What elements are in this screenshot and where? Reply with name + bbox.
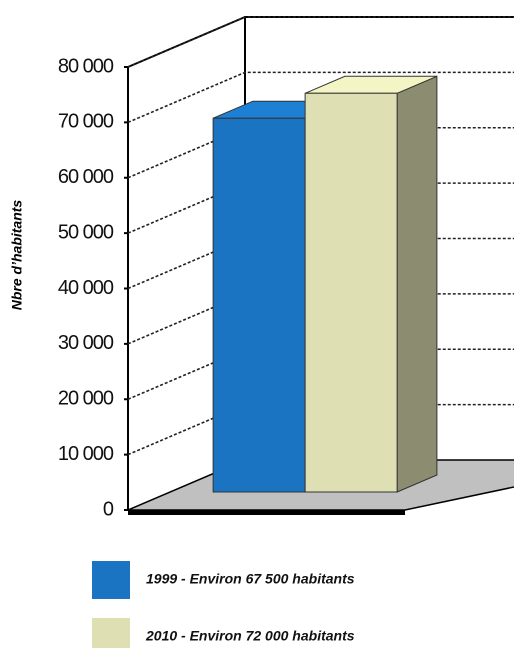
legend-label: 1999 - Environ 67 500 habitants [146,571,355,587]
bar [304,75,438,493]
legend-label: 2010 - Environ 72 000 habitants [145,628,355,644]
legend-swatch [92,561,130,599]
y-tick-label: 10 000 [58,443,114,465]
y-tick-label: 40 000 [58,277,114,299]
y-tick-label: 30 000 [58,332,114,354]
grid-line [127,16,514,68]
y-tick-label: 80 000 [58,55,114,77]
y-tick-label: 20 000 [58,388,114,410]
bar-side [396,75,438,493]
y-tick-label: 50 000 [58,221,114,243]
y-tick-label: 60 000 [58,166,114,188]
y-tick-label: 0 [103,498,114,520]
grid-line [127,71,514,124]
floor-edge [128,510,405,515]
legend-swatch [92,618,130,648]
y-tick-label: 70 000 [58,111,114,133]
bar-front [304,92,398,493]
y-axis-label: Nbre d’habitants [9,200,25,311]
bar-front [212,117,306,493]
